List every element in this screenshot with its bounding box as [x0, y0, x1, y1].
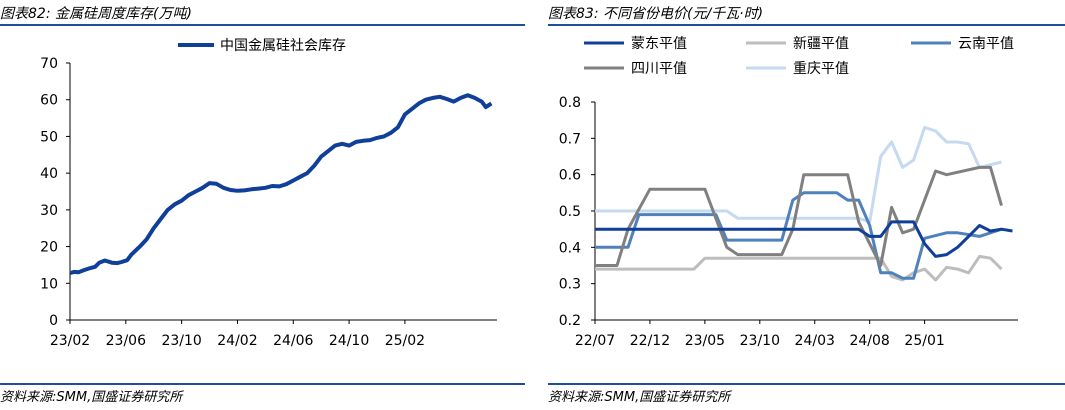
y-tick-label: 70 [40, 56, 58, 72]
y-tick-label: 30 [40, 203, 58, 219]
x-tick-label: 23/10 [161, 333, 201, 349]
chart-title: 图表82: 金属硅周度库存(万吨) [0, 6, 192, 22]
y-tick-label: 50 [40, 129, 58, 145]
x-tick-label: 25/02 [385, 333, 425, 349]
x-tick-label: 23/10 [740, 333, 780, 349]
y-tick-label: 0.6 [559, 168, 581, 184]
electricity-price-line-chart: 0.2 0.3 0.4 0.5 0.6 0.7 0.8 22/07 22/12 23/05 23/1… [559, 36, 1018, 349]
series-line-inventory [69, 93, 493, 275]
x-tick-label: 23/06 [106, 333, 146, 349]
chart-source: 资料来源:SMM,国盛证券研究所 [0, 390, 183, 405]
legend-label: 云南平值 [958, 36, 1014, 52]
x-tick-label: 24/02 [217, 333, 257, 349]
y-tick-label: 0.7 [559, 131, 581, 147]
x-tick-label: 24/08 [849, 333, 889, 349]
legend-label: 重庆平值 [793, 61, 849, 77]
y-tick-label: 0.5 [559, 204, 581, 220]
y-tick-label: 40 [40, 166, 58, 182]
x-tick-label: 24/10 [329, 333, 369, 349]
series-line-2 [595, 191, 1002, 280]
x-tick-label: 23/02 [50, 333, 90, 349]
legend-label: 四川平值 [631, 61, 687, 77]
y-tick-label: 0.8 [559, 95, 581, 111]
y-tick-label: 0.4 [559, 240, 581, 256]
chart-title: 图表83: 不同省份电价(元/千瓦·时) [548, 6, 764, 22]
chart-panel-inventory: 图表82: 金属硅周度库存(万吨) 0 10 20 30 40 50 60 70 23/02 23… [0, 0, 525, 410]
x-tick-label: 22/12 [630, 333, 670, 349]
x-tick-label: 22/07 [575, 333, 615, 349]
legend-label: 中国金属硅社会库存 [220, 38, 346, 54]
x-tick-label: 24/03 [795, 333, 835, 349]
series-line-0 [595, 220, 1013, 258]
series-line-1 [595, 254, 1003, 282]
x-tick-label: 25/01 [904, 333, 944, 349]
x-tick-label: 23/05 [685, 333, 725, 349]
legend-label: 蒙东平值 [631, 36, 687, 52]
x-tick-label: 24/06 [273, 333, 313, 349]
title-rule [0, 24, 525, 26]
inventory-line-chart: 0 10 20 30 40 50 60 70 23/02 23/06 23/10 24/02 24/06… [40, 38, 497, 349]
source-rule [548, 383, 1065, 385]
y-tick-label: 20 [40, 240, 58, 256]
y-tick-label: 10 [40, 276, 58, 292]
series-line-3 [595, 165, 1003, 267]
legend-label: 新疆平值 [793, 36, 849, 52]
chart-source: 资料来源:SMM,国盛证券研究所 [548, 390, 731, 405]
y-tick-label: 0.3 [559, 277, 581, 293]
y-tick-label: 0 [49, 313, 58, 329]
chart-panel-electricity: 图表83: 不同省份电价(元/千瓦·时) 0.2 0.3 0.4 0.5 0.6 0.7 0… [548, 0, 1065, 410]
source-rule [0, 383, 525, 385]
title-rule [548, 24, 1065, 26]
series-line-4 [595, 125, 1002, 224]
y-tick-label: 0.2 [559, 313, 581, 329]
y-tick-label: 60 [40, 93, 58, 109]
